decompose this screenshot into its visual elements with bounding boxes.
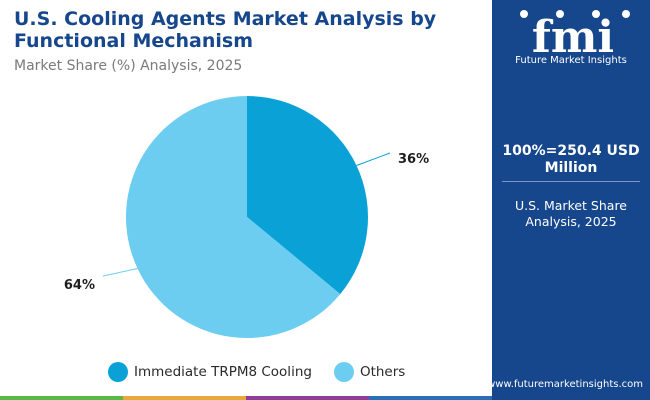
data-label-others: 64% [64, 278, 95, 293]
pie-chart: 36% 64% [64, 96, 429, 338]
footer-segment-blue [369, 396, 492, 400]
chart-subtitle: Market Share (%) Analysis, 2025 [14, 58, 243, 74]
legend-item-trpm8: Immediate TRPM8 Cooling [108, 362, 312, 382]
chart-legend: Immediate TRPM8 Cooling Others [108, 362, 427, 382]
footer-segment-purple [246, 396, 369, 400]
leader-line-others [102, 268, 138, 277]
chart-title: U.S. Cooling Agents Market Analysis by F… [14, 8, 437, 52]
brand-name: Future Market Insights [515, 55, 627, 66]
footer-segment-orange [123, 396, 246, 400]
legend-item-others: Others [333, 362, 406, 382]
pie-slice-trpm8 [247, 96, 368, 295]
leader-line-trpm8 [356, 152, 391, 166]
sidebar-divider [502, 181, 640, 182]
legend-swatch-trpm8 [108, 362, 128, 382]
fmi-logo: fmi [520, 10, 630, 63]
legend-label-trpm8: Immediate TRPM8 Cooling [134, 364, 312, 380]
logo-wordmark: fmi [532, 12, 614, 63]
footer-segment-green [0, 396, 123, 400]
footer-color-bar [0, 396, 492, 400]
data-label-trpm8: 36% [398, 152, 429, 167]
legend-label-others: Others [359, 364, 406, 380]
market-share-note: U.S. Market Share Analysis, 2025 [514, 198, 628, 229]
sidebar-panel: fmi Future Market Insights 100%=250.4 US… [487, 0, 650, 400]
website-link[interactable]: www.futuremarketinsights.com [487, 379, 643, 390]
market-total: 100%=250.4 USD Million [502, 143, 640, 176]
pie-slice-others [125, 96, 341, 338]
legend-swatch-others [333, 362, 354, 382]
